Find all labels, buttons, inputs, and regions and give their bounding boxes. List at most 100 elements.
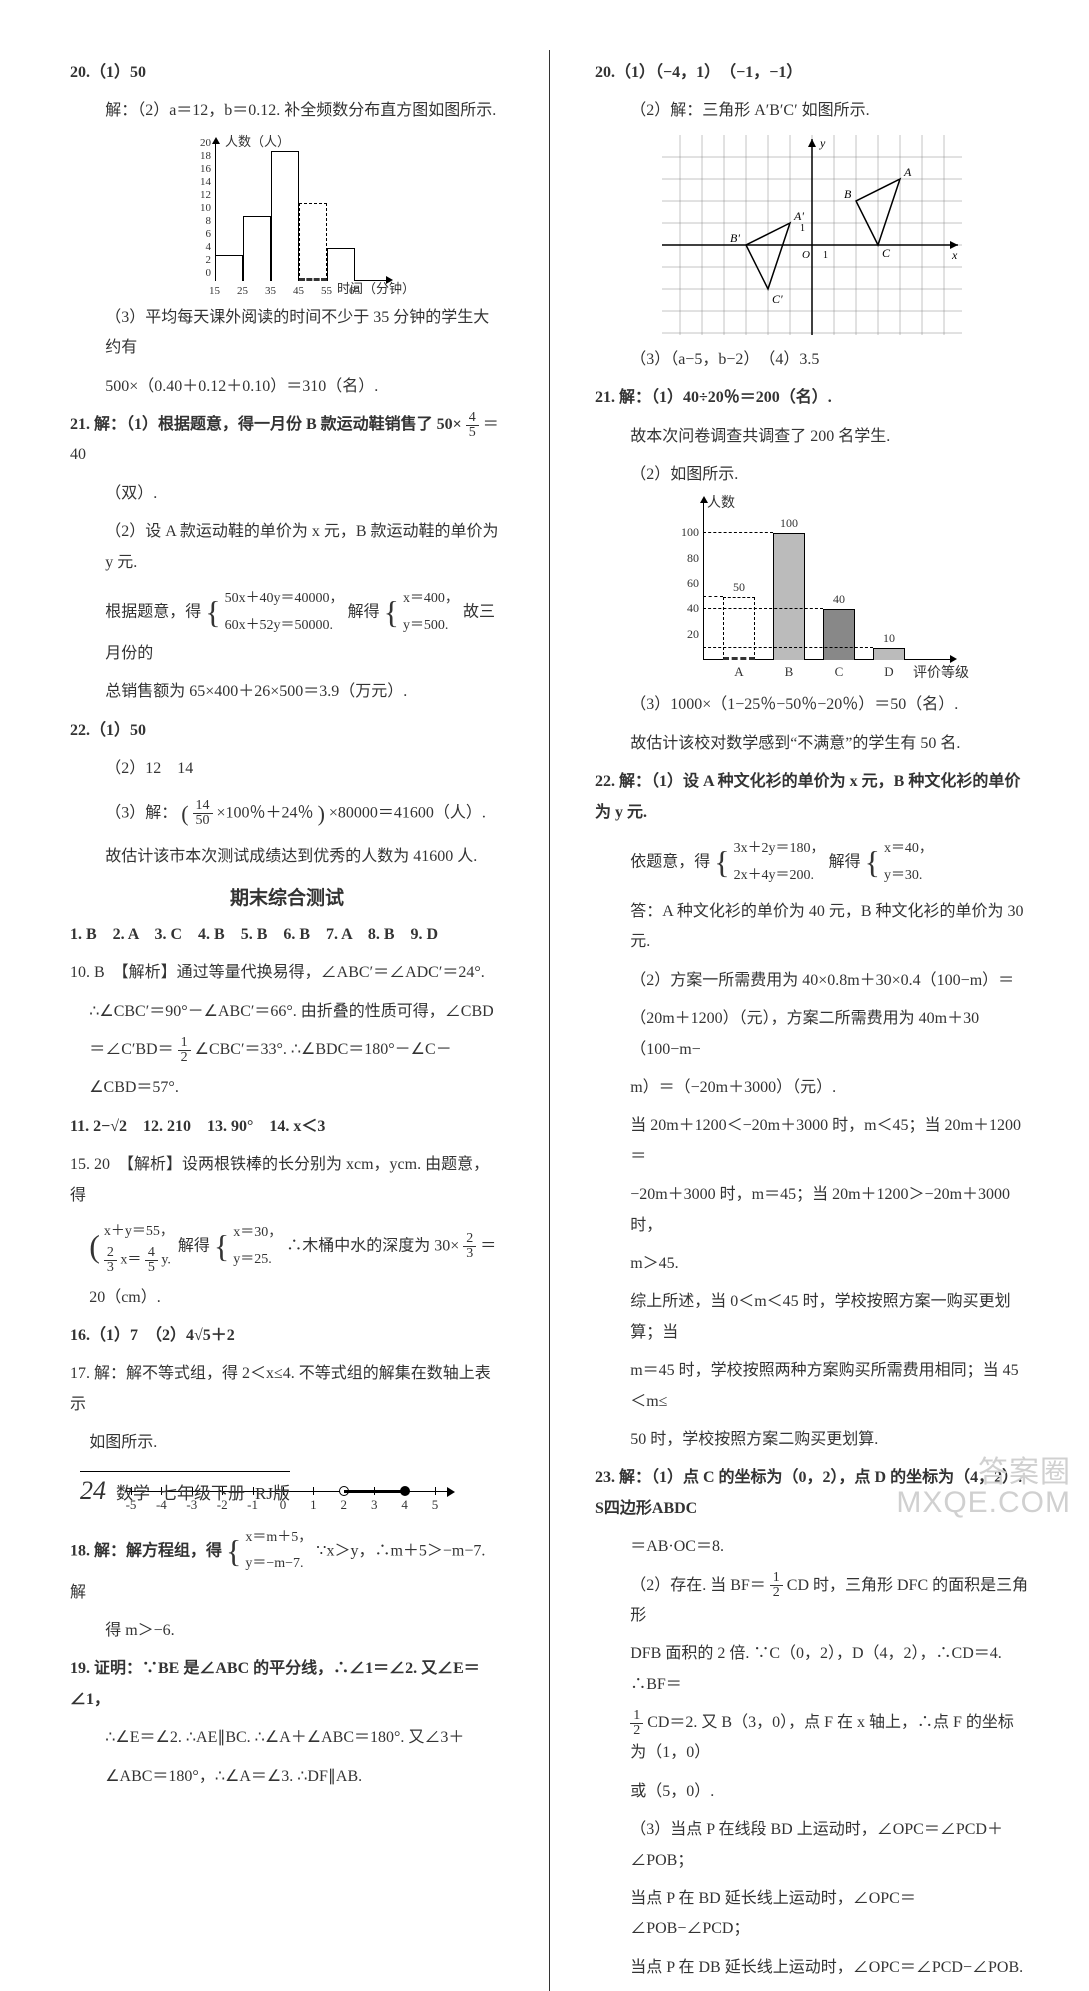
q20-1: 20.（1）50 bbox=[70, 58, 504, 88]
r22d: 答：A 种文化衫的单价为 40 元，B 种文化衫的单价为 30 元. bbox=[595, 897, 1029, 958]
coord-svg: x y O 1 1 ABCA'B'C' bbox=[662, 135, 962, 335]
chart1-bar bbox=[215, 255, 243, 281]
q10e: ∠CBD＝57°. bbox=[70, 1073, 504, 1103]
chart1-xtick: 35 bbox=[265, 285, 276, 297]
r22eq1b: 2x＋4y＝200. bbox=[734, 868, 815, 883]
frac-4-5: 45 bbox=[466, 411, 479, 440]
q15a: 15. 20 【解析】设两根铁棒的长分别为 xcm，ycm. 由题意，得 bbox=[70, 1150, 504, 1211]
chart2-ytick: 100 bbox=[675, 525, 699, 540]
q22-1: 22.（1）50 bbox=[70, 716, 504, 746]
chart1-xtick: 65 bbox=[349, 285, 360, 297]
p18eq1: x＝m＋5， bbox=[245, 1530, 312, 1545]
q22-3d: 故估计该市本次测试成绩达到优秀的人数为 41600 人. bbox=[70, 842, 504, 872]
r22g: m）＝（−20m＋3000）（元）. bbox=[595, 1073, 1029, 1103]
r23h: 当点 P 在 BD 延长线上运动时，∠OPC＝∠POB−∠PCD； bbox=[595, 1884, 1029, 1945]
nl-tick bbox=[435, 1487, 436, 1495]
mc-answers: 1. B 2. A 3. C 4. B 5. B 6. B 7. A 8. B … bbox=[70, 920, 504, 950]
r23c1: （2）存在. 当 BF＝ bbox=[630, 1577, 766, 1594]
chart1-ytick: 16 bbox=[191, 163, 211, 175]
chart1-ytick: 0 bbox=[191, 267, 211, 279]
r22a: 22. 解：（1）设 A 种文化衫的单价为 x 元，B 种文化衫的单价为 y 元… bbox=[595, 767, 1029, 828]
svg-text:O: O bbox=[802, 249, 810, 261]
r23e-row: 12 CD＝2. 又 B（3，0），点 F 在 x 轴上，∴点 F 的坐标为（1… bbox=[595, 1708, 1029, 1769]
watermark-l2: MXQE.COM bbox=[896, 1488, 1071, 1518]
r23g: （3）当点 P 在线段 BD 上运动时，∠OPC＝∠PCD＋∠POB； bbox=[595, 1815, 1029, 1876]
r22eq1a: 3x＋2y＝180， bbox=[734, 841, 825, 856]
eq1b: 60x＋52y＝50000. bbox=[225, 618, 334, 633]
two-column-layout: 20.（1）50 解：（2）a＝12，b＝0.12. 补全频数分布直方图如图所示… bbox=[70, 50, 1029, 1991]
svg-text:C': C' bbox=[772, 292, 783, 306]
chart2-value: 10 bbox=[873, 631, 905, 646]
q21-2a: （2）设 A 款运动鞋的单价为 x 元，B 款运动鞋的单价为 y 元. bbox=[70, 517, 504, 578]
r23i: 当点 P 在 DB 延长线上运动时，∠OPC＝∠PCD−∠POB. bbox=[595, 1953, 1029, 1983]
r22h: 当 20m＋1200＜−20m＋3000 时，m＜45；当 20m＋1200＝ bbox=[595, 1111, 1029, 1172]
lparen: ( bbox=[181, 801, 188, 826]
brace7: { bbox=[865, 853, 880, 872]
frac-14-50: 1450 bbox=[193, 799, 213, 828]
r22c: 解得 bbox=[829, 853, 861, 870]
chart1-ytick: 20 bbox=[191, 137, 211, 149]
q21-2c: 解得 bbox=[348, 603, 380, 620]
chart2-ylabel: 人数 bbox=[707, 492, 735, 512]
q21-1-text: 21. 解：（1）根据题意，得一月份 B 款运动鞋销售了 50× bbox=[70, 416, 466, 433]
q17b: 如图所示. bbox=[70, 1428, 504, 1458]
svg-text:A': A' bbox=[793, 209, 804, 223]
chart2-bar bbox=[773, 533, 805, 660]
chart1-bar bbox=[271, 151, 299, 281]
right-column: 20.（1）（−4，1） （−1，−1） （2）解：三角形 A′B′C′ 如图所… bbox=[595, 50, 1029, 1991]
chart2-guide bbox=[703, 647, 873, 648]
rparen: ) bbox=[318, 801, 325, 826]
q19a: 19. 证明：∵BE 是∠ABC 的平分线，∴∠1＝∠2. 又∠E＝∠1， bbox=[70, 1654, 504, 1715]
r23d: DFB 面积的 2 倍. ∵C（0，2），D（4，2），∴CD＝4. ∴BF＝ bbox=[595, 1639, 1029, 1700]
p15d: ＝ bbox=[480, 1237, 496, 1254]
chart2-guide bbox=[703, 596, 723, 597]
q22-3-row: （3）解： ( 1450 ×100％＋24％ ) ×80000＝41600（人）… bbox=[70, 793, 504, 835]
eq2b: y＝500. bbox=[403, 618, 449, 633]
q18a: 18. 解：解方程组，得 bbox=[70, 1542, 222, 1559]
q10d: ∠CBC′＝33°. ∴∠BDC＝180°－∠C－ bbox=[195, 1041, 452, 1058]
q20-2: 解：（2）a＝12，b＝0.12. 补全频数分布直方图如图所示. bbox=[70, 96, 504, 126]
chart2-bar bbox=[873, 648, 905, 661]
q16: 16.（1）7 （2）4√5＋2 bbox=[70, 1321, 504, 1351]
brace3: ( bbox=[89, 1237, 100, 1256]
q19c: ∠ABC＝180°，∴∠A＝∠3. ∴DF∥AB. bbox=[70, 1762, 504, 1792]
q22-3a: （3）解： bbox=[105, 804, 177, 821]
r22b-row: 依题意，得 { 3x＋2y＝180， 2x＋4y＝200. 解得 { x＝40，… bbox=[595, 836, 1029, 889]
q22-2: （2）12 14 bbox=[70, 754, 504, 784]
r22f: （20m＋1200）（元），方案二所需费用为 40m＋30（100−m− bbox=[595, 1004, 1029, 1065]
r23b: ＝AB·OC＝8. bbox=[595, 1532, 1029, 1562]
q17a: 17. 解：解不等式组，得 2＜x≤4. 不等式组的解集在数轴上表示 bbox=[70, 1359, 504, 1420]
r20-2: （2）解：三角形 A′B′C′ 如图所示. bbox=[595, 96, 1029, 126]
r21-3b: 故估计该校对数学感到“不满意”的学生有 50 名. bbox=[595, 729, 1029, 759]
page-number: 24 bbox=[80, 1476, 106, 1506]
p15eq2a: x＝30， bbox=[233, 1225, 282, 1240]
chart1-ytick: 14 bbox=[191, 176, 211, 188]
r22k: 综上所述，当 0＜m＜45 时，学校按照方案一购买更划算；当 bbox=[595, 1287, 1029, 1348]
r20-3: （3）（a−5，b−2） （4）3.5 bbox=[595, 345, 1029, 375]
brace4: { bbox=[214, 1237, 229, 1256]
chart1-ytick: 18 bbox=[191, 150, 211, 162]
frac-1-2: 12 bbox=[178, 1036, 191, 1065]
chart2-guide bbox=[703, 532, 773, 533]
chart1-xtick: 55 bbox=[321, 285, 332, 297]
r21-1b: 故本次问卷调查共调查了 200 名学生. bbox=[595, 422, 1029, 452]
watermark-l1: 答案圈 bbox=[896, 1458, 1071, 1488]
chart2-ytick: 20 bbox=[675, 627, 699, 642]
nl-label: 4 bbox=[401, 1497, 408, 1513]
r23f: 或（5，0）. bbox=[595, 1777, 1029, 1807]
brace1: { bbox=[205, 603, 220, 622]
q10a: 10. B 【解析】通过等量代换易得，∠ABC′＝∠ADC′＝24°. bbox=[70, 958, 504, 988]
q15e: 20（cm）. bbox=[70, 1283, 504, 1313]
svg-text:1: 1 bbox=[800, 223, 805, 234]
q15-row: ( x＋y＝55， 23 x＝ 45 y. 解得 { x＝30， y＝25. ∴… bbox=[70, 1219, 504, 1275]
chart2-bar bbox=[823, 609, 855, 660]
p15eq2b: y＝25. bbox=[233, 1252, 272, 1267]
r21-3a: （3）1000×（1−25％−50％−20％）＝50（名）. bbox=[595, 690, 1029, 720]
q20-3a: （3）平均每天课外阅读的时间不少于 35 分钟的学生大约有 bbox=[70, 303, 504, 364]
chart1-ytick: 10 bbox=[191, 202, 211, 214]
nl-segment bbox=[344, 1490, 405, 1493]
chart1-ytick: 6 bbox=[191, 228, 211, 240]
r21-1: 21. 解：（1）40÷20％＝200（名）. bbox=[595, 383, 1029, 413]
chart1-ytick: 4 bbox=[191, 241, 211, 253]
r20-1: 20.（1）（−4，1） （−1，−1） bbox=[595, 58, 1029, 88]
